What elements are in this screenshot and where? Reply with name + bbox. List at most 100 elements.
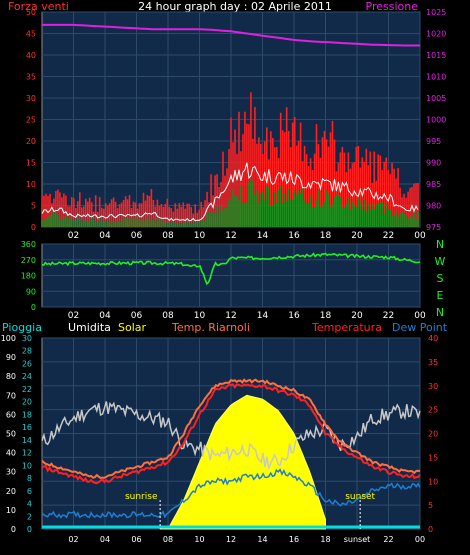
- panel3-left-tick: 30: [6, 468, 16, 477]
- panel2-x-tick: 14: [257, 311, 269, 321]
- panel1-left-tick: 20: [26, 137, 36, 146]
- panel1-left-tick: 0: [31, 223, 36, 232]
- panel2-y-tick: 90: [26, 287, 36, 296]
- panel1-right-tick: 1020: [426, 30, 446, 39]
- panel1-right-tick: 1005: [426, 94, 446, 103]
- panel3-right-tick: 40: [428, 334, 438, 343]
- solar-area: [160, 394, 326, 530]
- graph-title: 24 hour graph day : 02 Aprile 2011: [138, 0, 332, 13]
- wind-speed-line: [41, 162, 419, 222]
- panel3-x-tick: 10: [194, 535, 204, 544]
- panel1-right-tick: 975: [426, 223, 441, 232]
- panel2-x-tick: 20: [351, 311, 363, 321]
- panel3-rain-tick: 2: [27, 512, 32, 521]
- panel1-left-tick: 50: [26, 8, 36, 17]
- panel3-left-tick: 90: [6, 353, 16, 362]
- compass-letter: N: [436, 238, 444, 251]
- panel3-left-tick: 60: [6, 410, 16, 419]
- panel2-x-tick: 10: [194, 311, 206, 321]
- panel3-x-tick: 18: [320, 535, 330, 544]
- panel3-right-tick: 20: [428, 430, 438, 439]
- panel2-y-tick: 180: [21, 272, 36, 281]
- panel1-x-tick: 14: [257, 231, 269, 241]
- panel1-x-tick: 20: [351, 231, 363, 241]
- panel3-rain-tick: 8: [27, 474, 32, 483]
- panel3-rain-tick: 28: [22, 347, 32, 356]
- panel3-right-tick: 10: [428, 477, 438, 486]
- panel1-left-tick: 40: [26, 51, 36, 60]
- panel1-right-label: Pressione: [366, 0, 419, 13]
- panel3-x-tick: 08: [163, 535, 173, 544]
- panel2-x-tick: 02: [68, 311, 79, 321]
- sunset-label: sunset: [345, 492, 375, 502]
- panel1-right-tick: 1010: [426, 73, 446, 82]
- panel1-left-label: Forza venti: [8, 0, 69, 13]
- panel1-x-tick: 06: [131, 231, 143, 241]
- wind-average-series: [41, 178, 419, 227]
- panel2-x-tick: 18: [320, 311, 332, 321]
- panel3-x-tick: 02: [68, 535, 78, 544]
- panel3-left-tick: 100: [1, 334, 16, 343]
- panel3-x-tick: 12: [226, 535, 236, 544]
- panel2-y-tick: 270: [21, 256, 36, 265]
- panel1-x-tick: 16: [288, 231, 300, 241]
- panel3-right-tick: 5: [428, 501, 433, 510]
- compass-letter: W: [435, 255, 446, 268]
- panel3-rain-tick: 10: [22, 461, 32, 470]
- panel3-right-tick: 25: [428, 406, 438, 415]
- panel2-y-tick: 0: [31, 303, 36, 312]
- panel3-x-tick: 06: [131, 535, 141, 544]
- temp-riarnoli-series: [41, 378, 421, 479]
- panel3-rain-tick: 26: [22, 359, 32, 368]
- panel3-left-tick: 40: [6, 449, 16, 458]
- panel3-rain-tick: 22: [22, 385, 32, 394]
- panel1-right-tick: 990: [426, 159, 441, 168]
- panel3-rain-tick: 14: [22, 436, 32, 445]
- panel1-x-tick: 18: [320, 231, 332, 241]
- panel3-rain-tick: 30: [22, 334, 32, 343]
- panel1-left-tick: 5: [31, 202, 36, 211]
- legend-0: Pioggia: [2, 321, 42, 334]
- panel3-left-tick: 10: [6, 506, 16, 515]
- panel1-left-tick: 45: [26, 30, 36, 39]
- panel1-right-tick: 980: [426, 202, 441, 211]
- panel3-rain-tick: 18: [22, 410, 32, 419]
- panel3-x-tick: 04: [100, 535, 110, 544]
- panel3-right-tick: 0: [428, 525, 433, 534]
- panel3-rain-tick: 24: [22, 372, 32, 381]
- panel3-left-tick: 50: [6, 430, 16, 439]
- panel1-left-tick: 15: [26, 159, 36, 168]
- panel3-x-tick: 00: [415, 535, 425, 544]
- panel1-right-tick: 985: [426, 180, 441, 189]
- wind-direction-series: [41, 252, 421, 286]
- compass-letter: N: [436, 306, 444, 319]
- panel2-x-tick: 04: [99, 311, 111, 321]
- panel2-y-tick: 360: [21, 240, 36, 249]
- legend-1: Umidita: [68, 321, 111, 334]
- panel3-x-tick: 14: [257, 535, 267, 544]
- panel1-left-tick: 35: [26, 73, 36, 82]
- legend-2: Solar: [118, 321, 147, 334]
- panel1-x-tick: 00: [414, 231, 426, 241]
- panel3-left-tick: 20: [6, 487, 16, 496]
- panel1-right-tick: 995: [426, 137, 441, 146]
- panel3-left-tick: 80: [6, 372, 16, 381]
- sunrise-label: sunrise: [125, 492, 158, 502]
- panel3-right-tick: 35: [428, 358, 438, 367]
- panel3-left-tick: 0: [11, 525, 16, 534]
- panel1-x-tick: 02: [68, 231, 79, 241]
- panel3-rain-tick: 16: [22, 423, 32, 432]
- panel1-right-tick: 1025: [426, 8, 446, 17]
- panel1-x-tick: 10: [194, 231, 206, 241]
- panel2-x-tick: 12: [225, 311, 236, 321]
- panel2-x-tick: 06: [131, 311, 143, 321]
- legend-5: Dew Point: [392, 321, 448, 334]
- temperature-series: [41, 383, 421, 485]
- panel3-x-tick: 16: [289, 535, 299, 544]
- panel2-x-tick: 22: [383, 311, 394, 321]
- panel2-x-tick: 00: [414, 311, 426, 321]
- panel3-right-tick: 30: [428, 382, 438, 391]
- panel2-x-tick: 16: [288, 311, 300, 321]
